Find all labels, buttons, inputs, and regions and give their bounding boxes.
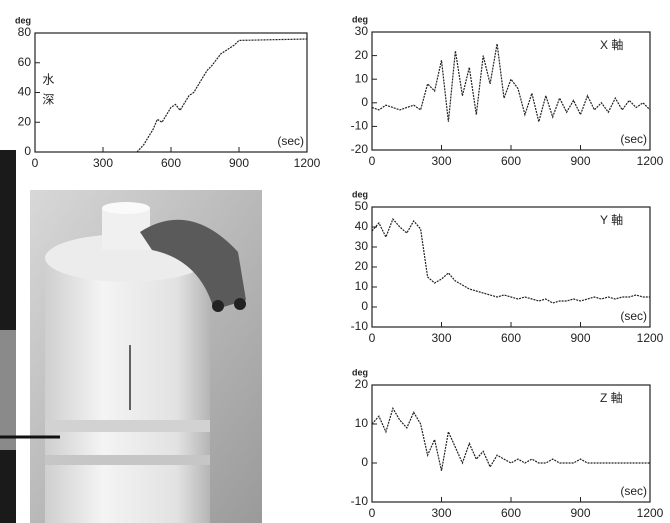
data-line (371, 43, 651, 122)
y-tick-label: -20 (351, 142, 369, 156)
y-tick-label: 10 (355, 71, 369, 85)
y-tick-label: 0 (24, 144, 31, 158)
x-tick-label: 600 (161, 156, 181, 170)
y-tick-label: 60 (18, 55, 32, 69)
x-tick-label: 900 (229, 156, 249, 170)
y-tick-label: 30 (355, 24, 369, 38)
y-tick-label: 80 (18, 25, 32, 39)
x-tick-label: 300 (431, 331, 451, 345)
x-tick-label: 0 (369, 154, 376, 168)
y-tick-label: 0 (361, 455, 368, 469)
y-tick-label: -10 (351, 119, 369, 133)
plot-frame (34, 32, 308, 153)
y-axis-unit: deg (352, 189, 368, 199)
x-tick-label: 600 (501, 331, 521, 345)
y-tick-label: 40 (355, 219, 369, 233)
y-tick-label: 20 (355, 259, 369, 273)
y-tick-label: 30 (355, 239, 369, 253)
x-tick-label: 300 (93, 156, 113, 170)
data-line (371, 406, 650, 471)
y-axis-unit: deg (352, 367, 368, 377)
y-tick-label: 0 (361, 95, 368, 109)
x-tick-label: 1200 (294, 156, 321, 170)
x-tick-label: 300 (431, 154, 451, 168)
x-tick-label: 1200 (637, 154, 664, 168)
y-tick-label: 20 (355, 48, 369, 62)
y-tick-label: -10 (351, 494, 369, 508)
time-unit: (sec) (620, 484, 647, 498)
x-tick-label: 0 (32, 156, 39, 170)
photo (0, 150, 262, 523)
y-tick-label: 20 (18, 114, 32, 128)
x-tick-label: 1200 (637, 506, 664, 520)
y-tick-label: 10 (355, 279, 369, 293)
series-label: X 軸 (600, 38, 623, 52)
y-axis-unit: deg (15, 15, 31, 25)
x-tick-label: 1200 (637, 331, 664, 345)
y-tick-label: 40 (18, 85, 32, 99)
x-tick-label: 600 (501, 506, 521, 520)
y-tick-label: 50 (355, 199, 369, 213)
x-tick-label: 0 (369, 331, 376, 345)
y-tick-label: 10 (355, 416, 369, 430)
y-axis-unit: deg (352, 14, 368, 24)
series-label: Z 軸 (600, 391, 623, 405)
y-tick-label: 20 (355, 377, 369, 391)
series-label: 水深 (41, 73, 55, 113)
data-line (136, 38, 308, 153)
x-tick-label: 300 (431, 506, 451, 520)
x-tick-label: 900 (570, 331, 590, 345)
time-unit: (sec) (620, 132, 647, 146)
time-unit: (sec) (277, 134, 304, 148)
time-unit: (sec) (620, 309, 647, 323)
series-label: Y 軸 (600, 213, 623, 227)
y-tick-label: 0 (361, 299, 368, 313)
x-tick-label: 900 (570, 154, 590, 168)
x-tick-label: 0 (369, 506, 376, 520)
x-tick-label: 900 (570, 506, 590, 520)
data-line (371, 217, 650, 304)
x-tick-label: 600 (501, 154, 521, 168)
y-tick-label: -10 (351, 319, 369, 333)
